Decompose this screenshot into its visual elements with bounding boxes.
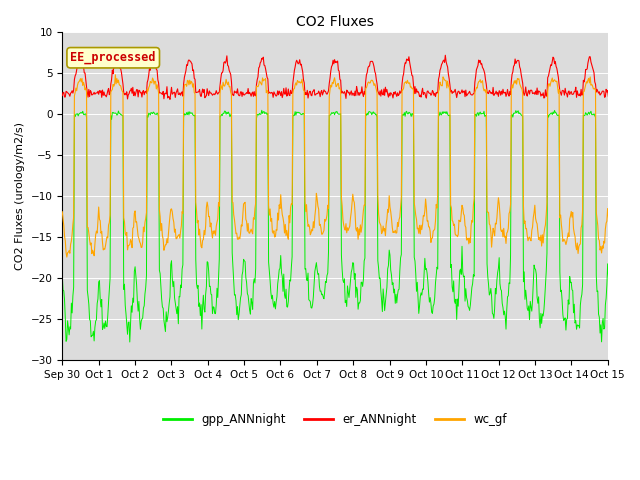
Title: CO2 Fluxes: CO2 Fluxes	[296, 15, 374, 29]
Y-axis label: CO2 Fluxes (urology/m2/s): CO2 Fluxes (urology/m2/s)	[15, 122, 25, 270]
Legend: gpp_ANNnight, er_ANNnight, wc_gf: gpp_ANNnight, er_ANNnight, wc_gf	[158, 408, 512, 431]
Text: EE_processed: EE_processed	[70, 51, 156, 64]
